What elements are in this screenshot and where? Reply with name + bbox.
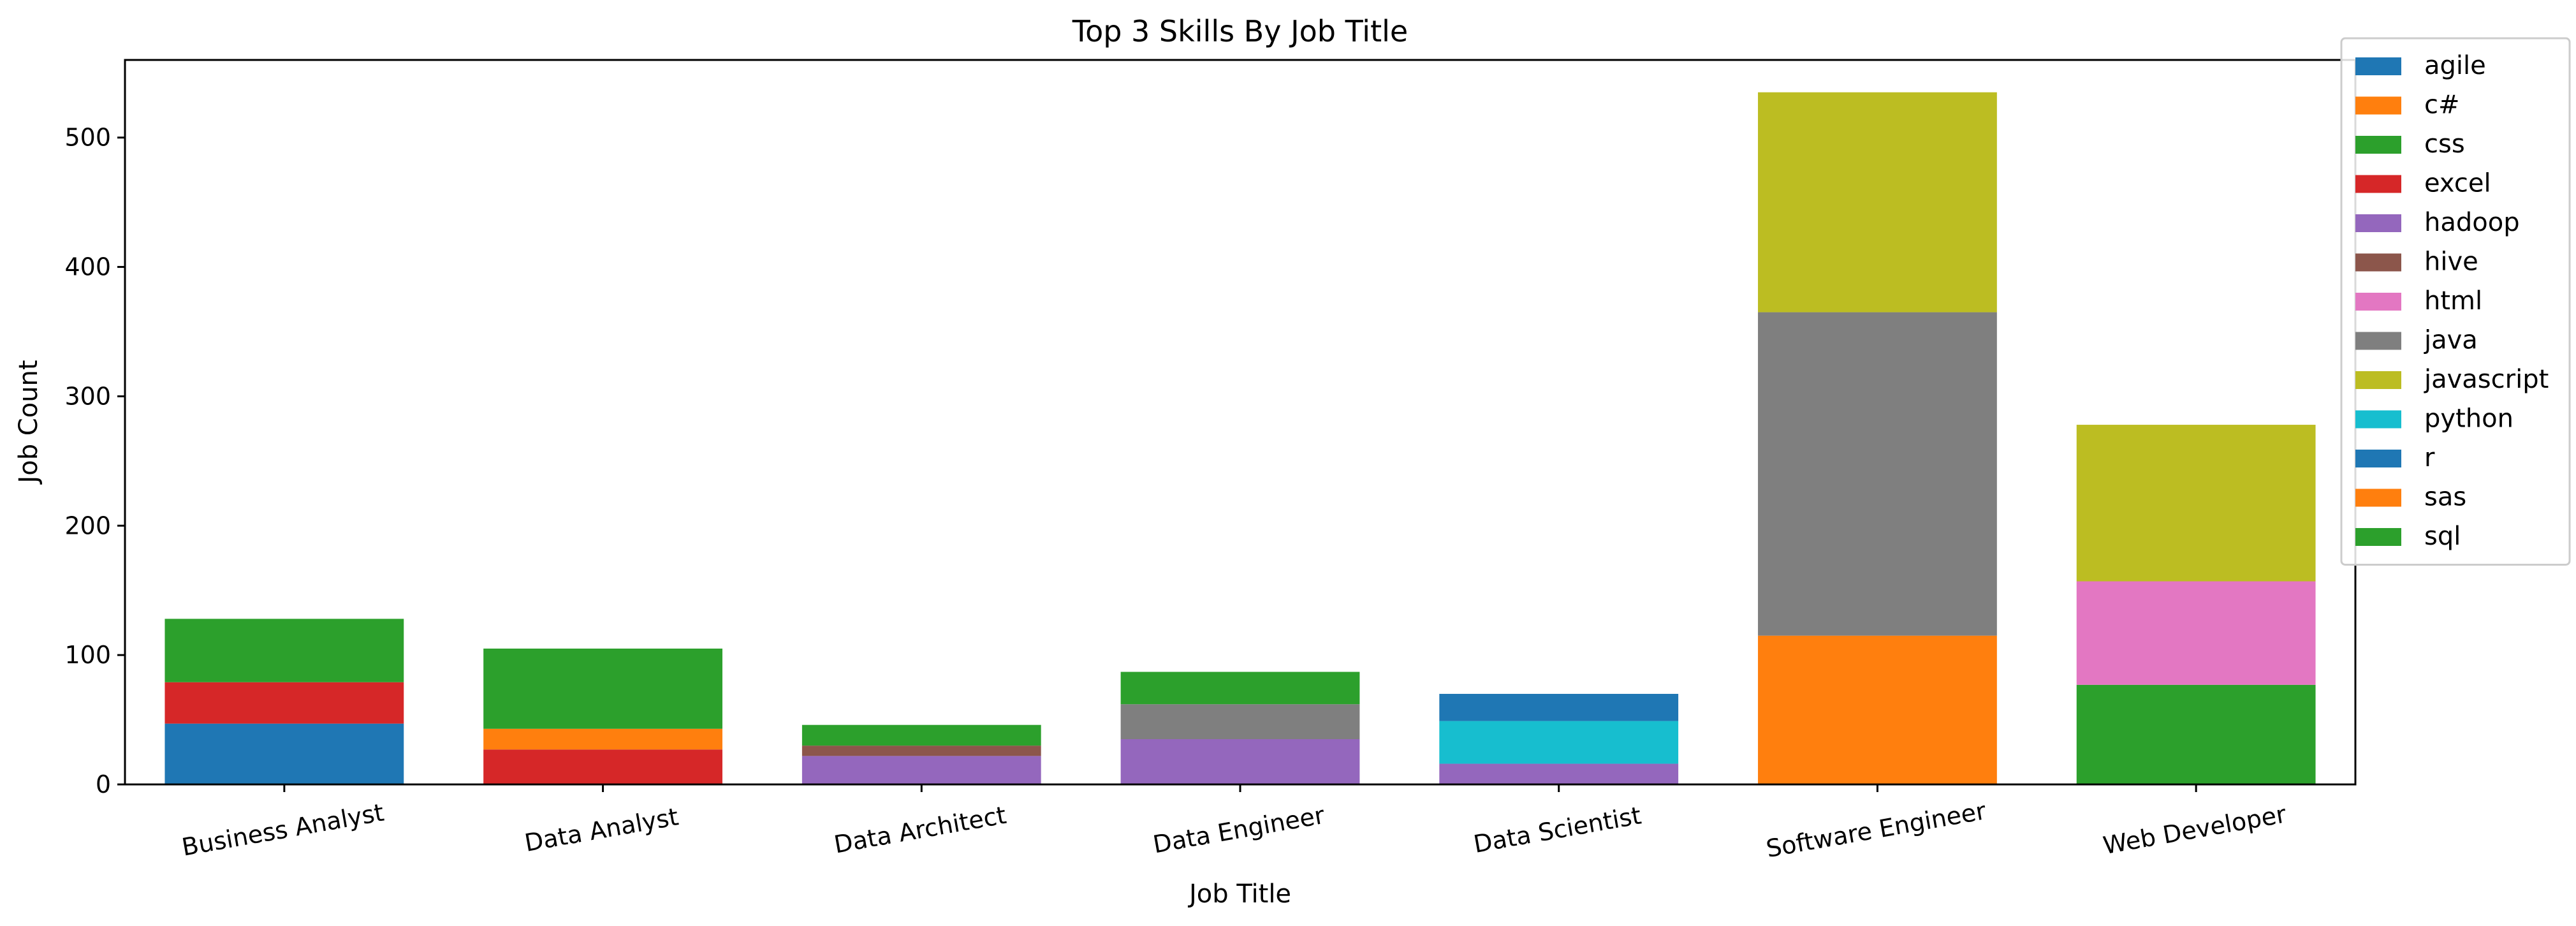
legend-swatch: [2355, 175, 2401, 193]
legend-swatch: [2355, 57, 2401, 75]
bar-segment-html-6: [2076, 581, 2316, 685]
bar-segment-python-4: [1439, 721, 1679, 764]
bar-segment-css-6: [2076, 684, 2316, 784]
legend-label: css: [2424, 129, 2465, 159]
legend-label: python: [2424, 404, 2514, 434]
bar-segment-sql-2: [801, 724, 1041, 746]
legend-swatch: [2355, 293, 2401, 311]
bar-segment-hadoop-4: [1439, 763, 1679, 784]
bar-segment-javascript-5: [1758, 92, 1997, 312]
bar-segment-sas-1: [483, 728, 722, 750]
bar-segment-java-3: [1120, 704, 1360, 739]
legend-swatch: [2355, 450, 2401, 467]
bar-segment-excel-1: [483, 749, 722, 784]
y-tick-label: 0: [96, 770, 111, 798]
legend-swatch: [2355, 253, 2401, 272]
legend-label: hadoop: [2424, 208, 2520, 237]
legend-label: hive: [2424, 247, 2478, 277]
legend-label: r: [2424, 443, 2435, 473]
legend-swatch: [2355, 96, 2401, 115]
bar-segment-hadoop-2: [801, 756, 1041, 784]
legend-box: [2340, 37, 2571, 566]
legend-swatch: [2355, 371, 2401, 389]
legend-swatch: [2355, 528, 2401, 546]
legend-swatch: [2355, 136, 2401, 154]
legend-label: html: [2424, 286, 2482, 316]
legend-swatch: [2355, 410, 2401, 429]
bar-segment-r-4: [1439, 694, 1679, 721]
bars-layer: [165, 92, 2316, 784]
y-tick-label: 400: [64, 253, 111, 281]
legend-label: javascript: [2424, 365, 2549, 394]
legend-label: sas: [2424, 483, 2466, 512]
bar-segment-sql-1: [483, 649, 722, 729]
y-tick-label: 500: [64, 124, 111, 152]
y-tick-label: 200: [64, 511, 111, 540]
legend: agile c# css excel hadoop hive html java javascr…: [2340, 37, 2571, 566]
legend-label: java: [2424, 326, 2478, 355]
bar-segment-hadoop-3: [1120, 739, 1360, 784]
y-tick-label: 100: [64, 641, 111, 669]
legend-label: sql: [2424, 522, 2461, 551]
y-tick-label: 300: [64, 382, 111, 410]
y-axis-label: Job Count: [14, 360, 43, 485]
bar-segment-sql-3: [1120, 672, 1360, 705]
bar-segment-javascript-6: [2076, 425, 2316, 582]
bar-segment-agile-0: [165, 723, 404, 784]
legend-swatch: [2355, 489, 2401, 507]
legend-label: excel: [2424, 169, 2491, 198]
legend-label: agile: [2424, 51, 2486, 80]
legend-swatch: [2355, 214, 2401, 232]
bar-segment-hive-2: [801, 746, 1041, 756]
bar-segment-java-5: [1758, 312, 1997, 636]
bar-segment-sql-0: [165, 619, 404, 682]
chart-title: Top 3 Skills By Job Title: [1072, 14, 1408, 48]
bar-segment-csharp-5: [1758, 635, 1997, 784]
legend-label: c#: [2424, 91, 2460, 120]
x-axis-label: Job Title: [1187, 879, 1291, 909]
bar-segment-excel-0: [165, 682, 404, 724]
legend-swatch: [2355, 332, 2401, 350]
